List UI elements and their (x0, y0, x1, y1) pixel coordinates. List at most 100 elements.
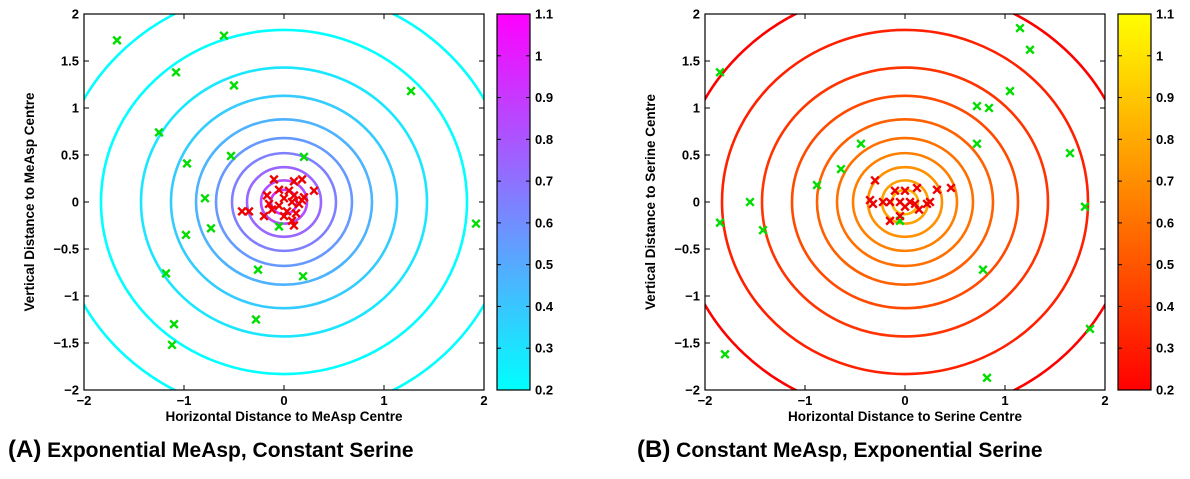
contour-ring (194, 117, 374, 287)
scatter-point (836, 164, 846, 174)
scatter-point (982, 373, 992, 383)
scatter-point (1085, 324, 1095, 334)
panel-b-chart: −2 −1 0 1 2 −2 −1.5 −1 −0.5 0 0.5 1 1.5 2 Horizontal D… (643, 7, 1175, 425)
colorbar (1117, 13, 1152, 391)
scatter-point (1005, 86, 1015, 96)
scatter-point (289, 220, 299, 231)
scatter-point (289, 176, 299, 186)
y-tick-label: 2 (72, 7, 79, 22)
scatter-point (1015, 23, 1025, 33)
x-tick-label: −2 (77, 393, 92, 408)
scatter-point (299, 152, 309, 162)
scatter-point (298, 271, 308, 281)
plot-area (84, 14, 484, 390)
scatter-point (219, 30, 229, 41)
colorbar-tick-label: 0.9 (535, 90, 553, 105)
colorbar-tick-label: 0.8 (535, 132, 553, 147)
scatter-point (226, 151, 236, 161)
scatter-point (890, 186, 900, 196)
scatter-point (812, 180, 822, 190)
scatter-point (251, 314, 261, 325)
scatter-point (900, 186, 910, 196)
scatter-point (182, 158, 192, 169)
scatter-point (229, 80, 239, 91)
y-tick-label: −1.5 (674, 336, 700, 351)
colorbar-tick-label: 0.7 (1156, 174, 1174, 189)
colorbar-tick-label: 1 (535, 48, 542, 63)
contour-ring (851, 151, 959, 253)
contour-ring (230, 151, 338, 253)
contour-ring (790, 94, 1020, 310)
contour-ring (259, 179, 309, 225)
scatter-point (720, 349, 730, 359)
colorbar-tick-label: 0.6 (1156, 215, 1174, 230)
scatter-point (200, 193, 210, 203)
scatter-point (169, 319, 179, 329)
y-tick-label: 1.5 (61, 54, 79, 69)
colorbar-tick-label: 0.3 (1156, 341, 1174, 356)
scatter-point (914, 204, 924, 215)
scatter-point (758, 225, 768, 235)
y-tick-label: −2 (64, 383, 79, 398)
scatter-point (291, 208, 301, 218)
scatter-point (282, 206, 292, 217)
y-tick-label: 2 (693, 7, 700, 22)
scatter-point (946, 183, 956, 193)
y-tick-label: −1 (64, 289, 79, 304)
scatter-point (297, 174, 307, 185)
colorbar-tick-label: 0.8 (1156, 132, 1174, 147)
scatter-point (895, 211, 905, 221)
contour-group (84, 14, 484, 390)
scatter-point (870, 175, 880, 186)
x-tick-label: −2 (698, 393, 713, 408)
scatter-point (972, 139, 982, 149)
scatter-point (1080, 202, 1090, 212)
scatter-point (267, 204, 277, 215)
contour-ring (214, 136, 354, 268)
plot-area (705, 14, 1105, 390)
y-tick-label: 1 (72, 101, 79, 116)
scatter-point (984, 103, 994, 113)
scatter-point (289, 190, 299, 201)
contour-ring (139, 66, 429, 338)
contour-ring (99, 28, 469, 376)
scatter-point (206, 223, 216, 233)
contour-ring (169, 94, 399, 310)
scatter-point (297, 195, 307, 205)
scatter-point (167, 340, 177, 350)
x-tick-label: 0 (280, 393, 287, 408)
x-tick-label: −1 (798, 393, 813, 408)
scatter-point (269, 174, 279, 185)
colorbar-tick-label: 0.3 (535, 341, 553, 356)
contour-ring (720, 28, 1090, 376)
caption-b-label: (B) (637, 436, 671, 463)
y-tick-label: −1 (685, 289, 700, 304)
scatter-point (885, 197, 895, 207)
colorbar-tick-label: 0.2 (535, 383, 553, 398)
scatter-point (978, 265, 988, 275)
colorbar-tick-label: 1.1 (1156, 7, 1174, 22)
scatter-point (264, 199, 274, 209)
scatter-point (972, 101, 982, 111)
x-tick-label: 0 (901, 393, 908, 408)
scatter-point (244, 206, 254, 217)
scatter-point (406, 86, 416, 96)
figure-canvas: −2 −1 0 1 2 −2 −1.5 −1 −0.5 0 0.5 1 1.5 2 Horizontal D… (22, 7, 1175, 425)
y-tick-label: 0.5 (682, 148, 700, 163)
colorbar (496, 13, 531, 391)
contour-ring (835, 136, 975, 268)
caption-a: (A) Exponential MeAsp, Constant Serine (8, 436, 414, 464)
y-tick-label: −1.5 (53, 336, 79, 351)
y-tick-label: −0.5 (674, 242, 700, 257)
x-axis-label: Horizontal Distance to MeAsp Centre (165, 409, 403, 424)
colorbar-tick-label: 1 (1156, 48, 1163, 63)
colorbar-tick-label: 0.4 (1156, 299, 1175, 314)
scatter-point (878, 197, 888, 207)
scatter-point (279, 211, 289, 221)
x-tick-label: 1 (380, 393, 387, 408)
colorbar-tick-label: 0.2 (1156, 383, 1174, 398)
scatter-point (253, 265, 263, 275)
colorbar-tick-label: 0.5 (1156, 257, 1174, 272)
scatter-point (471, 218, 481, 229)
colorbar-tick-label: 0.6 (535, 215, 553, 230)
